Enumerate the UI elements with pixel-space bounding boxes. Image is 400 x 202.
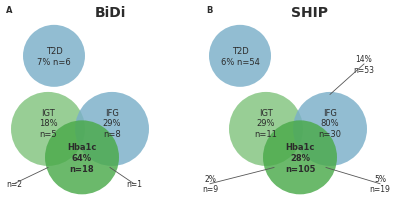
Text: T2D
7% n=6: T2D 7% n=6 [37,47,71,66]
Ellipse shape [11,93,85,166]
Text: n=2: n=2 [6,179,22,188]
Text: A: A [6,6,12,15]
Text: BiDi: BiDi [94,6,126,20]
Text: Hba1c
28%
n=105: Hba1c 28% n=105 [285,142,315,173]
Text: 2%
n=9: 2% n=9 [202,174,218,194]
Text: T2D
6% n=54: T2D 6% n=54 [220,47,260,66]
Text: IGT
29%
n=11: IGT 29% n=11 [254,108,278,138]
Text: 5%
n=19: 5% n=19 [370,174,390,194]
Text: B: B [206,6,212,15]
Ellipse shape [75,93,149,166]
Text: SHIP: SHIP [292,6,328,20]
Text: n=1: n=1 [126,179,142,188]
Ellipse shape [229,93,303,166]
Ellipse shape [23,26,85,87]
Ellipse shape [263,121,337,194]
Text: IFG
29%
n=8: IFG 29% n=8 [103,108,121,138]
Ellipse shape [293,93,367,166]
Text: IFG
80%
n=30: IFG 80% n=30 [318,108,342,138]
Ellipse shape [209,26,271,87]
Ellipse shape [45,121,119,194]
Text: 14%
n=53: 14% n=53 [354,55,374,74]
Text: IGT
18%
n=5: IGT 18% n=5 [39,108,57,138]
Text: Hba1c
64%
n=18: Hba1c 64% n=18 [67,142,97,173]
